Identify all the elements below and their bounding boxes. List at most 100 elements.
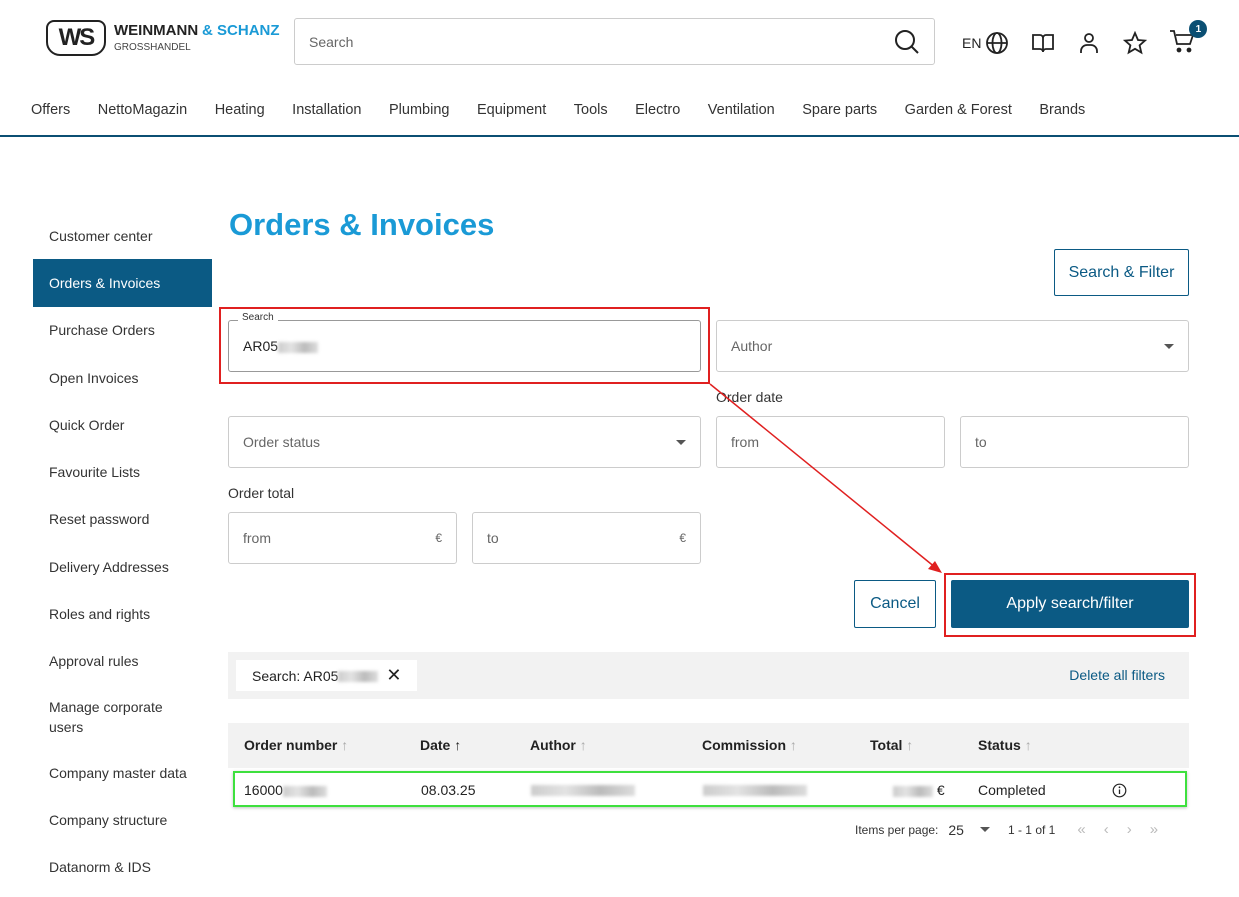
search-value: AR05 bbox=[243, 338, 279, 354]
sort-arrow-icon: ↑ bbox=[906, 737, 914, 753]
sidebar-item-approval-rules[interactable]: Approval rules bbox=[49, 653, 139, 670]
items-per-page-label: Items per page: bbox=[855, 822, 939, 837]
nav-installation[interactable]: Installation bbox=[292, 102, 362, 118]
order-status: Completed bbox=[978, 782, 1046, 798]
sidebar-item-roles-rights[interactable]: Roles and rights bbox=[49, 606, 151, 623]
euro-icon: € bbox=[679, 531, 686, 545]
search-filter-button[interactable]: Search & Filter bbox=[1054, 249, 1189, 296]
column-order-number[interactable]: Order number ↑ bbox=[244, 737, 349, 753]
search-input[interactable]: Search bbox=[294, 18, 935, 65]
column-author[interactable]: Author ↑ bbox=[530, 737, 587, 753]
sidebar-item-orders-invoices[interactable]: Orders & Invoices bbox=[33, 259, 212, 307]
filter-chip[interactable]: Search: AR05 ✕ bbox=[236, 660, 418, 691]
nav-divider bbox=[0, 135, 1239, 137]
sort-arrow-icon: ↑ bbox=[454, 737, 462, 753]
sort-arrow-icon: ↑ bbox=[341, 737, 349, 753]
column-status[interactable]: Status ↑ bbox=[978, 737, 1032, 753]
table-header: Order number ↑ Date ↑ Author ↑ Commissio… bbox=[228, 723, 1189, 768]
nav-spare-parts[interactable]: Spare parts bbox=[802, 102, 878, 118]
sidebar-item-favourite-lists[interactable]: Favourite Lists bbox=[49, 464, 141, 481]
commission-redacted bbox=[703, 785, 807, 796]
nav-ventilation[interactable]: Ventilation bbox=[707, 102, 775, 118]
language-label: EN bbox=[962, 34, 982, 51]
sidebar-item-delivery-addresses[interactable]: Delivery Addresses bbox=[49, 558, 169, 575]
sort-arrow-icon: ↑ bbox=[1024, 737, 1032, 753]
apply-filter-button[interactable]: Apply search/filter bbox=[951, 580, 1189, 628]
order-total-to-input[interactable]: to € bbox=[472, 512, 701, 564]
nav-electro[interactable]: Electro bbox=[635, 102, 681, 118]
placeholder: from bbox=[731, 434, 759, 450]
logo-mark: WS bbox=[46, 20, 106, 56]
sidebar-item-company-structure[interactable]: Company structure bbox=[49, 811, 168, 828]
logo[interactable]: WS WEINMANN & SCHANZ GROSSHANDEL bbox=[46, 20, 280, 56]
brand-sub: GROSSHANDEL bbox=[114, 42, 191, 53]
catalog-book-icon[interactable] bbox=[1031, 31, 1055, 55]
close-icon[interactable]: ✕ bbox=[386, 665, 402, 685]
user-icon[interactable] bbox=[1077, 31, 1101, 55]
order-number: 16000 bbox=[244, 782, 327, 798]
globe-icon bbox=[986, 31, 1009, 54]
sort-arrow-icon: ↑ bbox=[789, 737, 797, 753]
order-date-to-input[interactable]: to bbox=[960, 416, 1189, 468]
column-date[interactable]: Date ↑ bbox=[420, 737, 462, 753]
column-commission[interactable]: Commission ↑ bbox=[702, 737, 797, 753]
sidebar-item-quick-order[interactable]: Quick Order bbox=[49, 416, 125, 433]
pagination: Items per page: 25 1 - 1 of 1 «‹›» bbox=[855, 821, 1176, 838]
order-date-from-input[interactable]: from bbox=[716, 416, 945, 468]
placeholder: from bbox=[243, 530, 271, 546]
sidebar-item-reset-password[interactable]: Reset password bbox=[49, 511, 150, 528]
nav-tools[interactable]: Tools bbox=[573, 102, 608, 118]
nav-offers[interactable]: Offers bbox=[31, 102, 71, 118]
page-title: Orders & Invoices bbox=[229, 207, 495, 242]
last-page-icon[interactable]: » bbox=[1149, 821, 1177, 838]
star-icon[interactable] bbox=[1123, 30, 1148, 55]
next-page-icon[interactable]: › bbox=[1126, 821, 1150, 838]
brand-name-2: & SCHANZ bbox=[202, 22, 280, 39]
prev-page-icon[interactable]: ‹ bbox=[1103, 821, 1127, 838]
order-search-input[interactable]: AR05 bbox=[228, 320, 701, 372]
euro-icon: € bbox=[435, 531, 442, 545]
order-total-from-input[interactable]: from € bbox=[228, 512, 457, 564]
column-total[interactable]: Total ↑ bbox=[870, 737, 914, 753]
cart-button[interactable]: 1 bbox=[1169, 20, 1208, 57]
language-selector[interactable]: EN bbox=[962, 31, 1009, 55]
sidebar-item-company-master-data[interactable]: Company master data bbox=[49, 764, 187, 781]
nav-heating[interactable]: Heating bbox=[214, 102, 265, 118]
nav-garden-forest[interactable]: Garden & Forest bbox=[904, 102, 1012, 118]
sidebar-item-manage-corporate-users[interactable]: Manage corporate users bbox=[49, 698, 163, 735]
search-highlight bbox=[219, 307, 710, 384]
table-row[interactable]: 16000 08.03.25 € Completed bbox=[233, 771, 1187, 807]
brand-name: WEINMANN bbox=[114, 22, 199, 39]
first-page-icon[interactable]: « bbox=[1077, 821, 1104, 838]
sort-arrow-icon: ↑ bbox=[579, 737, 587, 753]
nav-plumbing[interactable]: Plumbing bbox=[389, 102, 450, 118]
cart-count-badge: 1 bbox=[1189, 20, 1208, 38]
order-status-select[interactable]: Order status bbox=[228, 416, 701, 468]
page-range: 1 - 1 of 1 bbox=[1007, 822, 1056, 837]
nav-equipment[interactable]: Equipment bbox=[476, 102, 547, 118]
items-per-page-select[interactable]: 25 bbox=[948, 822, 990, 838]
order-status-placeholder: Order status bbox=[243, 434, 321, 450]
nav-nettomagazin[interactable]: NettoMagazin bbox=[97, 102, 188, 118]
chevron-down-icon bbox=[676, 439, 686, 445]
order-date: 08.03.25 bbox=[421, 782, 476, 798]
delete-all-filters-link[interactable]: Delete all filters bbox=[1069, 667, 1165, 683]
cancel-button[interactable]: Cancel bbox=[854, 580, 936, 628]
search-icon[interactable] bbox=[894, 29, 920, 55]
nav-brands[interactable]: Brands bbox=[1039, 102, 1086, 118]
author-select[interactable]: Author bbox=[716, 320, 1189, 372]
redacted-text bbox=[278, 341, 319, 353]
placeholder: to bbox=[975, 434, 987, 450]
chip-label: Search: AR05 bbox=[252, 667, 339, 684]
placeholder: to bbox=[487, 530, 499, 546]
info-icon[interactable] bbox=[1112, 783, 1127, 798]
active-filters-bar: Search: AR05 ✕ Delete all filters bbox=[228, 652, 1189, 699]
sidebar-item-customer-center[interactable]: Customer center bbox=[49, 227, 153, 244]
sidebar-item-datanorm-ids[interactable]: Datanorm & IDS bbox=[49, 859, 151, 876]
sidebar: Customer center Orders & Invoices Purcha… bbox=[33, 212, 212, 891]
search-field-label: Search bbox=[238, 312, 278, 323]
order-total-label: Order total bbox=[228, 485, 295, 501]
sidebar-item-open-invoices[interactable]: Open Invoices bbox=[49, 369, 139, 386]
sidebar-item-purchase-orders[interactable]: Purchase Orders bbox=[49, 322, 155, 339]
